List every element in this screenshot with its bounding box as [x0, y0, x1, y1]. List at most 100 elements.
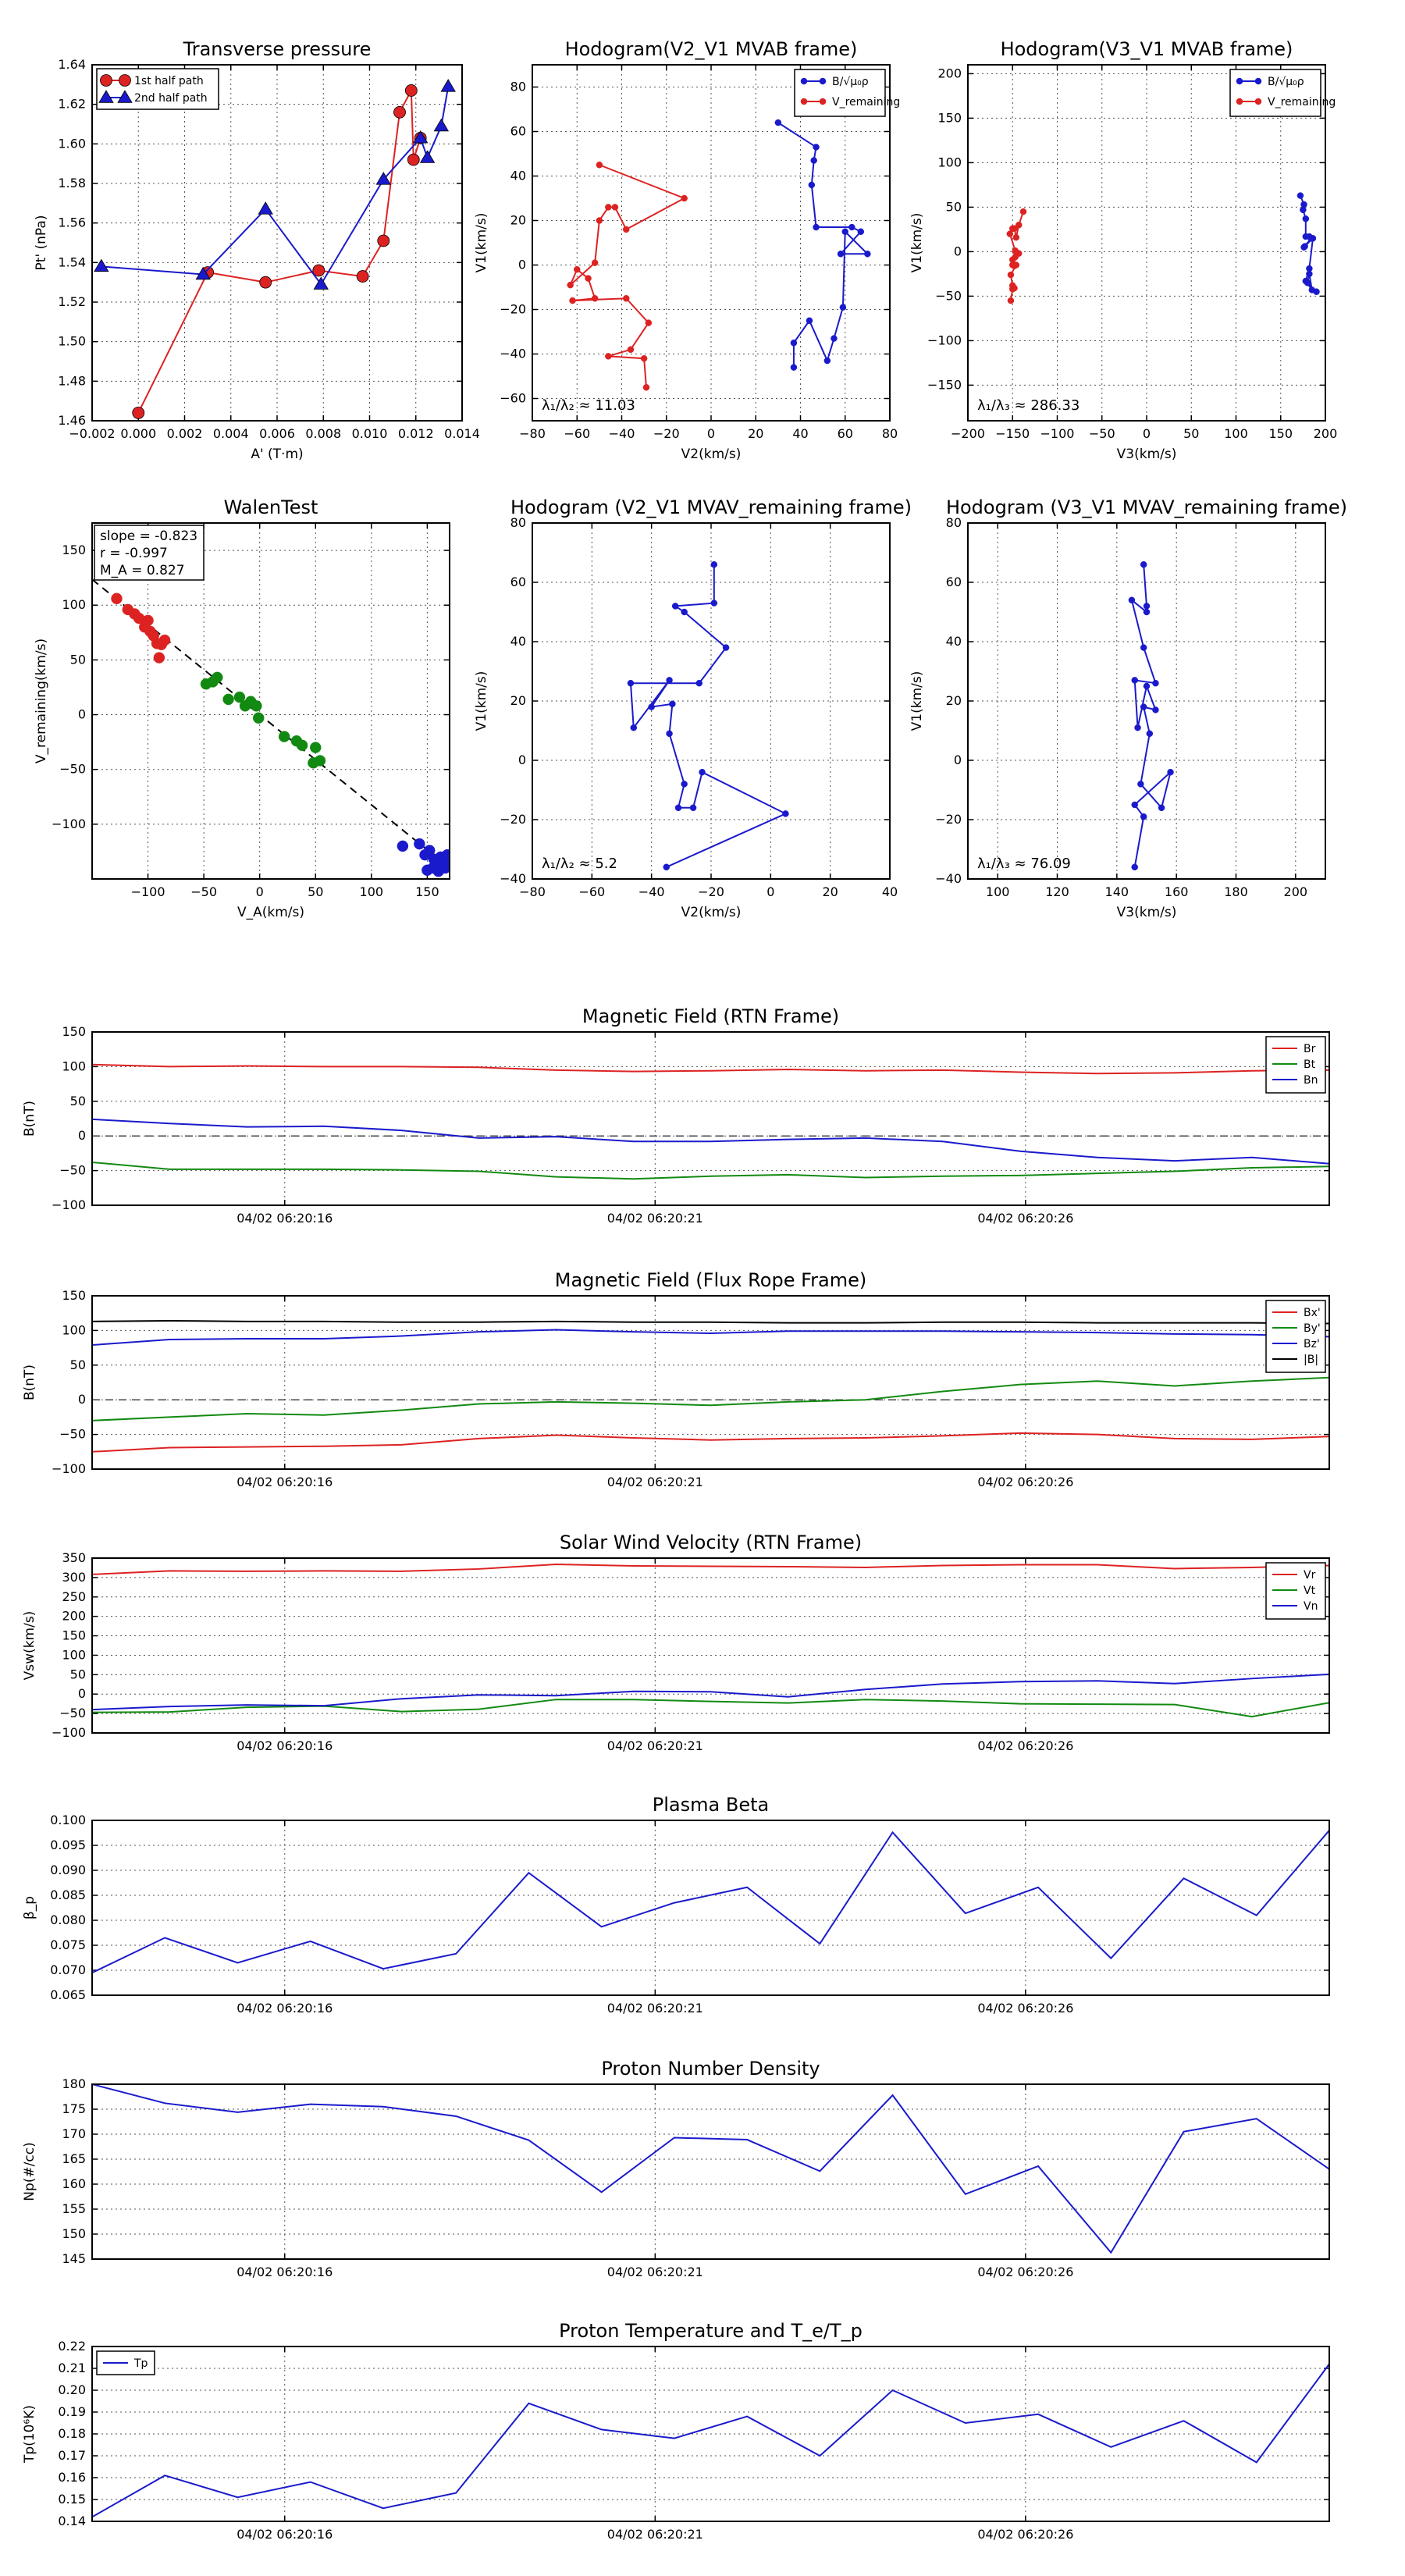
- legend-label: |B|: [1304, 1354, 1318, 1366]
- chart-1: −80 −60 −40 −20 0 20 40 60 80 −60 −40 −20 0 20 40 60 80 H…: [474, 38, 900, 462]
- legend-label: B/√μ₀ρ: [1268, 76, 1304, 88]
- data-point: [605, 204, 612, 211]
- data-point: [848, 223, 855, 231]
- data-point: [393, 105, 406, 119]
- y-tick-label: −20: [500, 302, 526, 317]
- y-tick-label: 0: [518, 753, 526, 767]
- x-axis-label: V2(km/s): [681, 447, 742, 462]
- chart-3: −100 −50 0 50 100 150 −100 −50 0 50 100 150 WalenTes…: [34, 496, 450, 920]
- series-line-Vt: [92, 1699, 1329, 1718]
- data-point: [1131, 863, 1138, 871]
- legend-marker: [800, 98, 808, 105]
- data-point: [808, 181, 816, 189]
- data-point: [813, 223, 820, 231]
- y-tick-label: −40: [500, 871, 526, 886]
- series-group: [92, 1063, 1329, 1180]
- x-tick-label: −50: [190, 884, 217, 899]
- data-point: [278, 731, 290, 742]
- y-tick-label: −50: [59, 1706, 86, 1720]
- plot-frame: [967, 522, 1326, 880]
- y-tick-label: 100: [62, 597, 86, 612]
- legend-label: Bt: [1304, 1059, 1316, 1071]
- series-group: [567, 119, 871, 391]
- plot-frame: [91, 522, 450, 880]
- y-tick-label: 0.075: [50, 1937, 86, 1952]
- data-point: [441, 849, 450, 861]
- data-point: [432, 865, 444, 877]
- data-point: [710, 600, 718, 607]
- y-tick-label: 0.16: [58, 2470, 86, 2485]
- ratio-annotation: λ₁/λ₃ ≈ 286.33: [977, 397, 1080, 414]
- series-group: [627, 560, 789, 871]
- data-point: [111, 592, 123, 605]
- chart-8: 04/02 06:20:16 04/02 06:20:21 04/02 06:20:…: [22, 1532, 1330, 1753]
- plot-frame: [91, 2083, 1330, 2260]
- data-point: [596, 162, 603, 169]
- y-axis-label: Tp(10⁶K): [22, 2405, 37, 2464]
- y-tick-label: −60: [500, 391, 526, 406]
- series-group: [1006, 192, 1320, 304]
- data-point: [1016, 221, 1023, 229]
- x-tick-label: 20: [748, 426, 763, 441]
- data-point: [1313, 288, 1320, 295]
- y-axis-label: Pt' (nPa): [34, 215, 49, 271]
- x-tick-label: 04/02 06:20:16: [237, 2001, 333, 2016]
- x-tick-label: −100: [1040, 426, 1075, 441]
- x-tick-label: 04/02 06:20:26: [977, 1475, 1073, 1489]
- x-tick-label: 04/02 06:20:26: [977, 2265, 1073, 2279]
- data-point: [831, 335, 838, 342]
- y-tick-label: 50: [70, 1357, 86, 1372]
- x-tick-label: −80: [519, 426, 546, 441]
- data-point: [591, 295, 599, 302]
- y-tick-label: 250: [62, 1589, 86, 1604]
- x-tick-label: −100: [131, 884, 165, 899]
- data-point: [375, 172, 391, 185]
- y-tick-label: 80: [510, 80, 526, 94]
- series-group: [92, 1563, 1329, 1718]
- data-point: [630, 724, 638, 731]
- series-line-Vr: [92, 1563, 1329, 1575]
- x-tick-label: 40: [792, 426, 808, 441]
- y-tick-label: 0.21: [58, 2361, 86, 2375]
- series-line-V_remaining: [569, 164, 687, 388]
- x-tick-label: 200: [1284, 884, 1308, 899]
- x-tick-label: 100: [986, 884, 1010, 899]
- data-point: [666, 730, 673, 738]
- x-tick-label: −80: [519, 884, 546, 899]
- y-tick-label: 0.090: [50, 1863, 86, 1877]
- legend: B/√μ₀ρ V_remaining: [1229, 69, 1336, 117]
- data-point: [1012, 253, 1019, 261]
- x-tick-label: 60: [838, 426, 853, 441]
- data-point: [596, 217, 603, 224]
- x-tick-label: 0.014: [444, 426, 480, 441]
- legend-box: [794, 69, 886, 117]
- y-tick-label: 175: [62, 2101, 86, 2116]
- data-point: [153, 652, 165, 664]
- data-point: [790, 340, 798, 347]
- y-tick-label: 0.065: [50, 1987, 86, 2002]
- x-tick-label: 04/02 06:20:21: [607, 1211, 703, 1226]
- data-point: [1009, 225, 1016, 233]
- data-point: [440, 79, 456, 92]
- y-tick-label: 50: [70, 652, 86, 667]
- legend-label: Bz': [1304, 1338, 1320, 1350]
- plot-frame: [91, 1557, 1330, 1734]
- legend-label: 2nd half path: [134, 92, 208, 105]
- series-line-Bn: [92, 1118, 1329, 1165]
- data-point: [1131, 801, 1138, 809]
- x-tick-label: 0.006: [259, 426, 295, 441]
- y-tick-label: 0: [518, 258, 526, 272]
- data-point: [356, 270, 369, 283]
- y-tick-label: 1.46: [58, 413, 86, 428]
- y-axis-label: V_remaining(km/s): [34, 639, 49, 763]
- data-point: [1306, 270, 1313, 278]
- y-tick-label: 150: [62, 1024, 86, 1039]
- y-tick-label: 100: [62, 1322, 86, 1337]
- x-tick-label: 80: [882, 426, 898, 441]
- y-axis-label: β_p: [22, 1896, 37, 1920]
- ratio-annotation: λ₁/λ₂ ≈ 5.2: [542, 856, 617, 872]
- y-tick-label: −100: [52, 1197, 86, 1212]
- legend-marker: [819, 77, 827, 85]
- data-point: [611, 204, 619, 211]
- y-axis-label: B(nT): [22, 1364, 37, 1400]
